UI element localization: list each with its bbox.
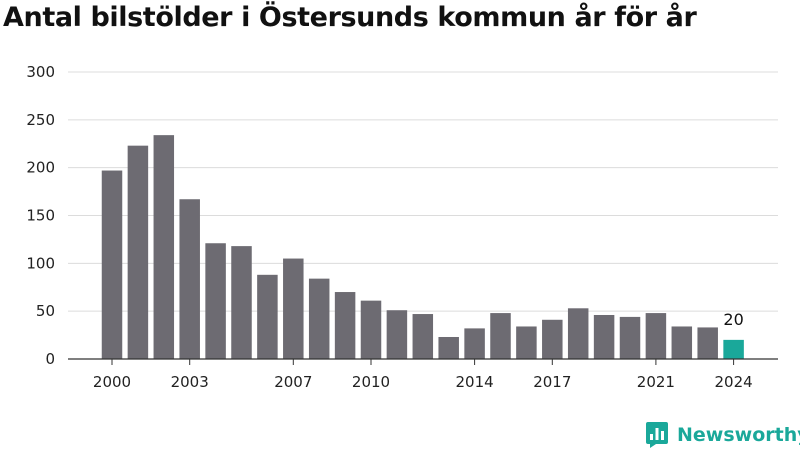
chart-title: Antal bilstölder i Östersunds kommun år … xyxy=(3,2,697,33)
bar-2015 xyxy=(490,313,511,359)
bar-2020 xyxy=(619,316,641,359)
y-tick-label-250: 250 xyxy=(26,111,55,129)
bar-2012 xyxy=(412,314,434,359)
newsworthy-logo-icon xyxy=(646,422,668,448)
bar-2023 xyxy=(697,327,718,359)
bar-2008 xyxy=(308,278,330,359)
y-tick-label-50: 50 xyxy=(36,302,55,320)
x-tick-label-2021: 2021 xyxy=(637,373,675,391)
bar-2009 xyxy=(334,292,356,359)
x-tick-label-2024: 2024 xyxy=(715,373,753,391)
bar-2013 xyxy=(438,336,459,359)
data-label-2024: 20 xyxy=(723,310,743,329)
x-tick-label-2014: 2014 xyxy=(456,373,494,391)
gridlines xyxy=(68,71,778,312)
bar-2011 xyxy=(386,310,408,359)
x-tick-label-2007: 2007 xyxy=(274,373,312,391)
bar-2007 xyxy=(283,258,304,359)
bar-2014 xyxy=(464,328,485,359)
x-axis-ticks: 2000 2003 2007 2010 2014 2017 2021 2024 xyxy=(93,359,753,391)
x-tick-label-2003: 2003 xyxy=(171,373,209,391)
bar-2005 xyxy=(231,246,252,359)
x-tick-label-2000: 2000 xyxy=(93,373,131,391)
bars xyxy=(101,135,744,359)
bar-2002 xyxy=(153,135,175,359)
bar-2001 xyxy=(127,145,149,359)
brand-logo: Newsworthy xyxy=(645,420,800,450)
bar-2004 xyxy=(205,243,226,359)
bar-2006 xyxy=(257,274,278,359)
bar-2021 xyxy=(645,313,667,359)
y-tick-label-300: 300 xyxy=(26,63,55,81)
bar-2000 xyxy=(101,170,123,359)
y-axis-ticks: 0 50 100 150 200 250 300 xyxy=(26,63,55,368)
y-tick-label-0: 0 xyxy=(45,350,55,368)
bar-2018 xyxy=(567,308,589,359)
bar-2016 xyxy=(516,326,537,359)
bar-2003 xyxy=(179,199,200,359)
brand-name: Newsworthy xyxy=(677,424,800,446)
data-labels: 20 xyxy=(723,310,743,329)
x-tick-label-2017: 2017 xyxy=(533,373,571,391)
bar-2024 xyxy=(723,339,744,359)
bar-2022 xyxy=(671,326,693,359)
bar-2017 xyxy=(542,319,563,359)
y-tick-label-100: 100 xyxy=(26,254,55,272)
x-tick-label-2010: 2010 xyxy=(352,373,390,391)
y-tick-label-150: 150 xyxy=(26,207,55,225)
bar-2019 xyxy=(593,314,615,359)
y-tick-label-200: 200 xyxy=(26,159,55,177)
bar-2010 xyxy=(360,300,382,359)
